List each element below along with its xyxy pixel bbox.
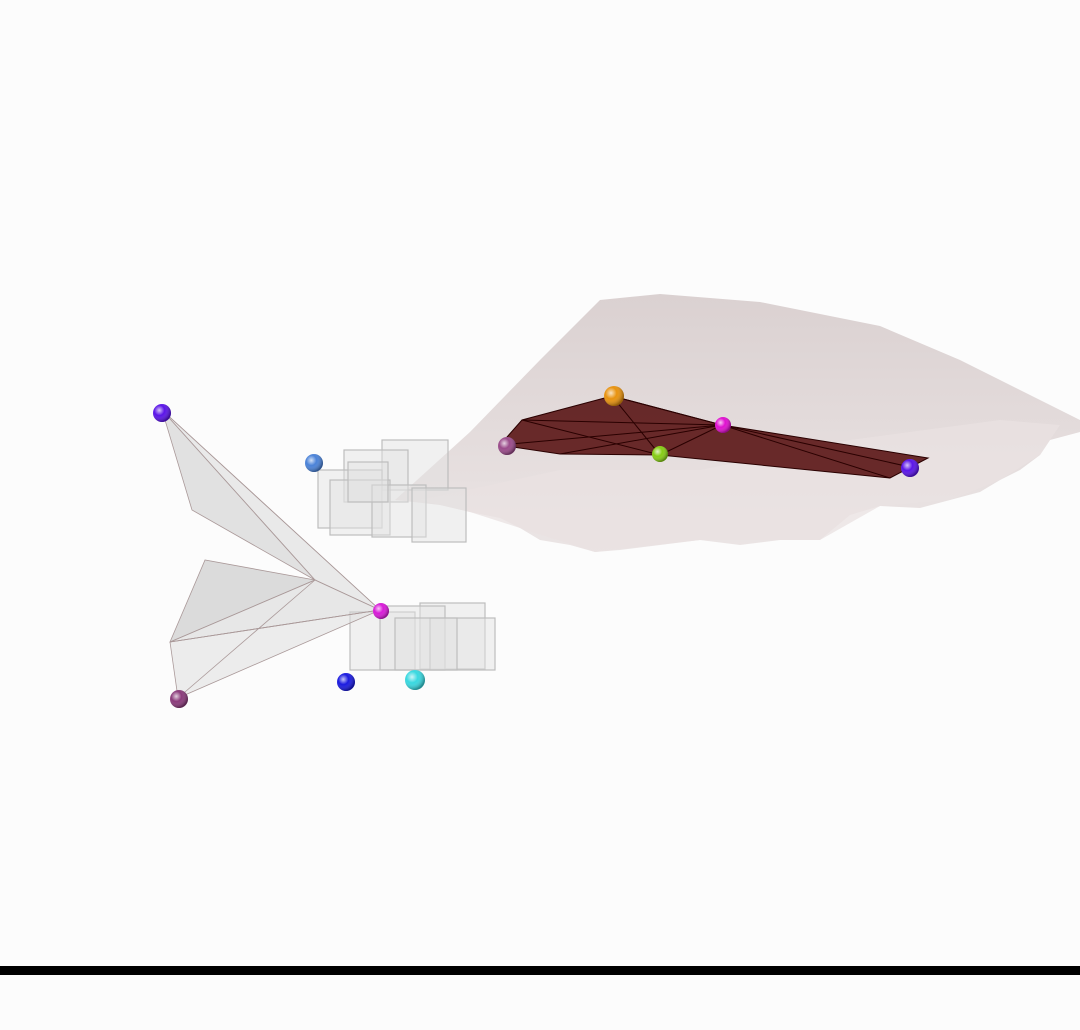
green-marker (652, 446, 668, 462)
mauve-marker-right (498, 437, 516, 455)
magenta-marker-right (715, 417, 731, 433)
magenta-marker-left (373, 603, 389, 619)
translucent-surface (395, 294, 1080, 552)
cyan-marker (405, 670, 425, 690)
mauve-marker-left (170, 690, 188, 708)
orange-marker (604, 386, 624, 406)
bottom-strip (0, 975, 1080, 1030)
violet-marker-right (901, 459, 919, 477)
blue-marker (337, 673, 355, 691)
left-translucent-mesh (161, 409, 382, 699)
violet-marker-left (153, 404, 171, 422)
steel-blue-marker (305, 454, 323, 472)
ghost-box-cluster-lower (349, 602, 496, 671)
ghost-box-cluster-upper (317, 439, 467, 543)
bottom-divider-bar (0, 966, 1080, 975)
marker-spheres (153, 386, 919, 708)
